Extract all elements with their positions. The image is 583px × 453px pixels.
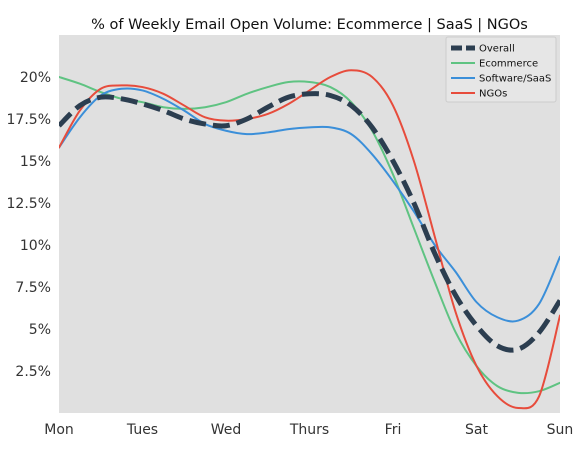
y-axis-ticks: 2.5% 5% 7.5% 10% 12.5% 15% 17.5% 20%: [7, 70, 51, 380]
y-tick-label: 15%: [20, 154, 51, 170]
y-tick-label: 10%: [20, 238, 51, 254]
chart-title: % of Weekly Email Open Volume: Ecommerce…: [91, 17, 528, 33]
x-tick-label: Sun: [547, 422, 574, 438]
x-tick-label: Fri: [385, 422, 402, 438]
series-line-overall: [59, 91, 560, 353]
y-tick-label: 2.5%: [15, 364, 51, 380]
y-tick-label: 20%: [20, 70, 51, 86]
series-line-ngos: [59, 69, 560, 410]
y-tick-label: 5%: [29, 322, 51, 338]
legend-box: [445, 36, 557, 103]
legend-label: Software/SaaS: [479, 74, 551, 85]
y-tick-label: 12.5%: [7, 196, 51, 212]
legend-label: Overall: [479, 44, 515, 55]
x-tick-label: Sat: [465, 422, 488, 438]
legend-label: NGOs: [479, 89, 507, 100]
x-tick-label: Thurs: [289, 422, 329, 438]
y-tick-label: 7.5%: [15, 280, 51, 296]
legend: Overall Ecommerce Software/SaaS NGOs: [445, 36, 557, 103]
series-line-software-saas: [59, 87, 560, 323]
x-axis-ticks: Mon Tues Wed Thurs Fri Sat Sun: [44, 422, 573, 438]
legend-label: Ecommerce: [479, 59, 538, 70]
series-layer: [59, 69, 560, 410]
x-tick-label: Mon: [44, 422, 74, 438]
y-tick-label: 17.5%: [7, 112, 51, 128]
x-tick-label: Wed: [211, 422, 242, 438]
x-tick-label: Tues: [126, 422, 158, 438]
